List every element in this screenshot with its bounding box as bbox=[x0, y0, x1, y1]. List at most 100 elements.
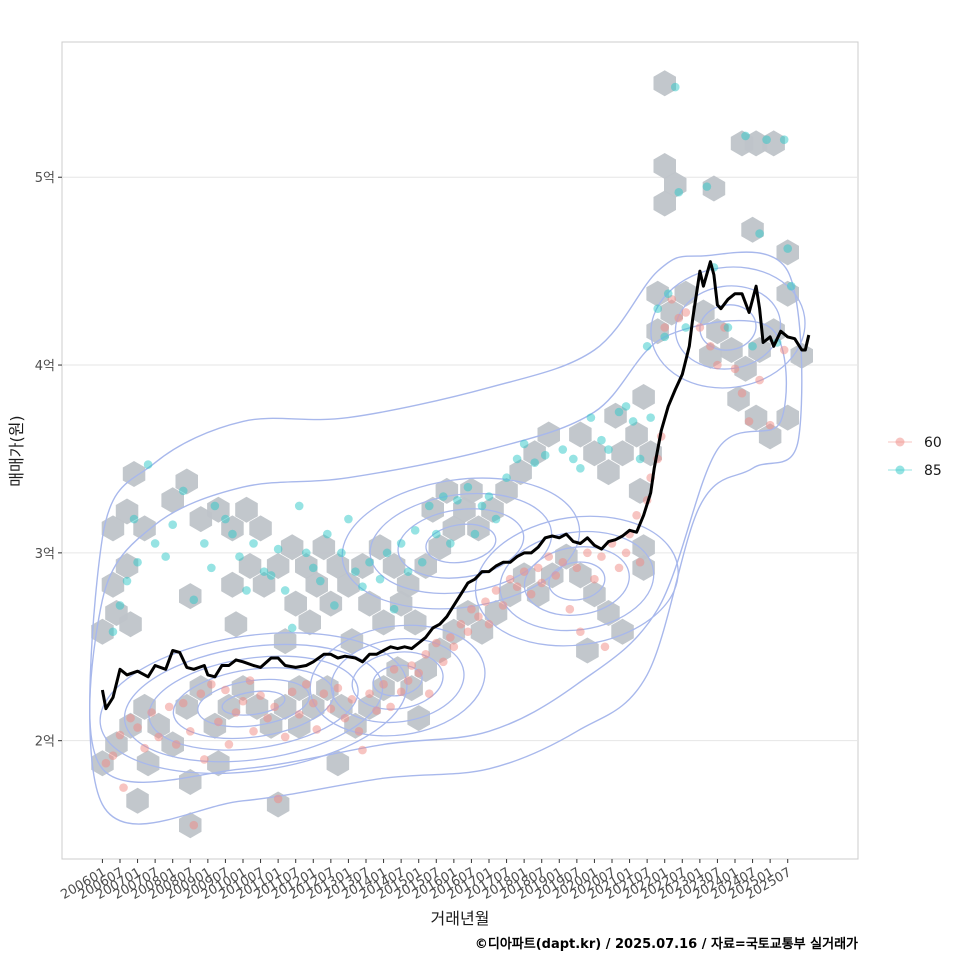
point-series-85 bbox=[330, 601, 339, 610]
point-series-85 bbox=[189, 595, 199, 605]
hexbin-cell bbox=[115, 553, 139, 579]
density-contour-outer bbox=[89, 251, 803, 825]
point-series-60 bbox=[256, 691, 265, 700]
density-contour-ring bbox=[474, 515, 679, 647]
point-series-85 bbox=[301, 548, 311, 558]
point-series-60 bbox=[730, 364, 740, 374]
point-series-85 bbox=[273, 544, 283, 554]
point-series-60 bbox=[695, 323, 705, 332]
point-series-60 bbox=[565, 604, 575, 614]
point-series-60 bbox=[467, 604, 476, 614]
point-series-60 bbox=[389, 665, 399, 674]
point-series-85 bbox=[178, 486, 188, 496]
grid-lines bbox=[62, 176, 858, 742]
point-series-85 bbox=[424, 501, 434, 511]
point-series-60 bbox=[294, 710, 304, 719]
point-series-85 bbox=[122, 576, 132, 586]
point-series-60 bbox=[474, 612, 483, 622]
point-series-85 bbox=[628, 417, 638, 426]
point-series-85 bbox=[586, 413, 596, 422]
legend-key-point-60 bbox=[895, 437, 905, 447]
point-series-60 bbox=[126, 713, 135, 723]
point-series-85 bbox=[653, 304, 662, 313]
point-series-60 bbox=[421, 649, 431, 659]
density-contour-ring bbox=[309, 624, 486, 737]
point-series-60 bbox=[308, 698, 318, 708]
hexbin-cell bbox=[692, 299, 715, 326]
point-series-85 bbox=[417, 557, 427, 567]
point-series-60 bbox=[632, 510, 641, 520]
point-series-60 bbox=[765, 420, 775, 430]
point-series-60 bbox=[551, 571, 561, 580]
hexbin-cell bbox=[653, 70, 676, 97]
point-series-85 bbox=[287, 623, 297, 633]
point-series-85 bbox=[660, 332, 670, 342]
point-series-60 bbox=[583, 548, 592, 558]
point-series-85 bbox=[491, 514, 501, 524]
point-series-85 bbox=[242, 586, 251, 595]
point-series-85 bbox=[403, 567, 413, 576]
point-series-60 bbox=[590, 574, 599, 584]
point-series-85 bbox=[723, 323, 733, 332]
point-series-85 bbox=[530, 458, 539, 468]
point-series-85 bbox=[453, 495, 462, 505]
point-series-85 bbox=[210, 501, 220, 511]
point-series-85 bbox=[365, 557, 374, 567]
point-series-85 bbox=[439, 492, 448, 501]
point-series-85 bbox=[540, 450, 550, 460]
point-series-60 bbox=[273, 794, 283, 804]
point-series-60 bbox=[119, 783, 128, 792]
density-contour-ring bbox=[369, 492, 553, 595]
hexbin-cell bbox=[442, 515, 466, 542]
density-contour-ring bbox=[330, 637, 465, 724]
hexbin-cell bbox=[653, 153, 676, 179]
point-series-60 bbox=[424, 689, 434, 699]
point-series-60 bbox=[572, 563, 582, 573]
point-series-85 bbox=[389, 604, 399, 614]
point-series-60 bbox=[526, 589, 536, 599]
density-contour-ring bbox=[425, 523, 497, 564]
point-series-85 bbox=[748, 341, 757, 351]
point-series-85 bbox=[308, 563, 318, 573]
point-series-85 bbox=[235, 552, 244, 561]
point-series-60 bbox=[171, 740, 181, 749]
point-series-85 bbox=[646, 413, 655, 422]
point-series-60 bbox=[189, 820, 199, 830]
hexbin-cell bbox=[537, 421, 560, 448]
median-trend-line bbox=[100, 260, 811, 711]
y-tick-label: 3억 bbox=[35, 547, 55, 562]
hexbin-cell bbox=[632, 384, 655, 410]
point-series-85 bbox=[614, 407, 624, 417]
point-series-60 bbox=[200, 755, 209, 764]
point-series-85 bbox=[280, 586, 290, 595]
hexbin-cell bbox=[403, 609, 427, 636]
hexbin-cell bbox=[224, 611, 248, 638]
point-series-60 bbox=[463, 627, 473, 637]
point-series-60 bbox=[533, 563, 543, 573]
hexbin-cell bbox=[326, 553, 350, 579]
point-series-60 bbox=[185, 726, 195, 736]
point-series-85 bbox=[569, 454, 578, 464]
density-contour-ring bbox=[148, 655, 359, 751]
density-contour-ring bbox=[397, 508, 525, 579]
point-series-60 bbox=[544, 552, 554, 561]
point-series-60 bbox=[221, 685, 230, 695]
hexbin-cell bbox=[646, 280, 669, 307]
point-series-60 bbox=[333, 683, 343, 693]
point-series-85 bbox=[150, 539, 160, 548]
y-axis-title: 매매가(원) bbox=[7, 415, 26, 486]
point-series-60 bbox=[301, 680, 311, 689]
point-series-60 bbox=[354, 726, 364, 736]
point-series-85 bbox=[779, 135, 789, 144]
hexbin-cell bbox=[611, 440, 634, 467]
point-series-85 bbox=[755, 229, 764, 238]
point-series-85 bbox=[316, 576, 325, 586]
point-series-60 bbox=[326, 704, 336, 714]
point-series-85 bbox=[604, 445, 613, 454]
point-series-85 bbox=[129, 514, 139, 524]
point-series-85 bbox=[597, 435, 606, 445]
hexbin-cell bbox=[136, 750, 160, 777]
point-series-85 bbox=[621, 402, 631, 411]
point-series-85 bbox=[558, 445, 568, 454]
hexbin-cell bbox=[298, 609, 321, 636]
